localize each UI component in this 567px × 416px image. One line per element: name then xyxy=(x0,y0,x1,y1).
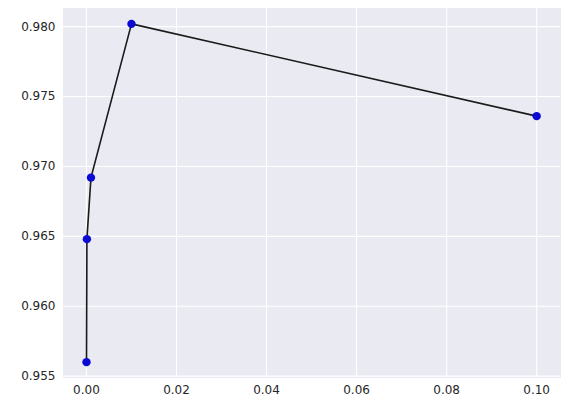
svg-text:0.980: 0.980 xyxy=(21,20,55,34)
svg-text:0.955: 0.955 xyxy=(21,369,55,383)
svg-text:0.10: 0.10 xyxy=(523,383,550,397)
svg-text:0.970: 0.970 xyxy=(21,159,55,173)
svg-text:0.00: 0.00 xyxy=(73,383,100,397)
svg-text:0.960: 0.960 xyxy=(21,299,55,313)
svg-text:0.965: 0.965 xyxy=(21,229,55,243)
svg-text:0.04: 0.04 xyxy=(253,383,280,397)
svg-text:0.08: 0.08 xyxy=(433,383,460,397)
svg-text:0.02: 0.02 xyxy=(163,383,190,397)
svg-text:0.975: 0.975 xyxy=(21,89,55,103)
svg-text:0.06: 0.06 xyxy=(343,383,370,397)
